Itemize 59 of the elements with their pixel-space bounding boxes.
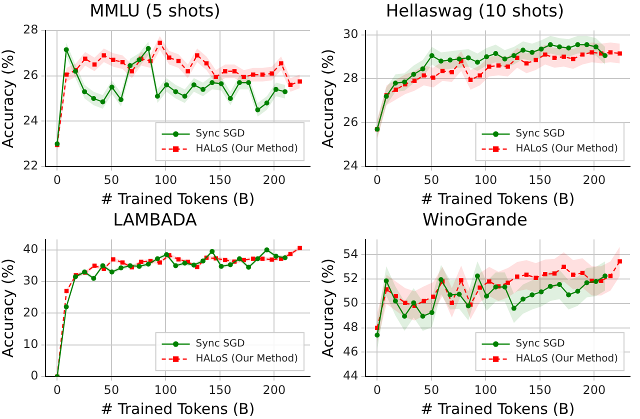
- y-tick-label: 10: [22, 337, 38, 352]
- y-axis-title: Accuracy (%): [0, 48, 17, 148]
- x-tick-label: 100: [154, 382, 178, 397]
- y-tick-label: 28: [342, 70, 358, 85]
- x-tick-label: 50: [424, 172, 440, 187]
- x-tick-label: 150: [208, 172, 232, 187]
- legend-label: HALoS (Our Method): [516, 354, 618, 365]
- y-tick-label: 46: [342, 344, 358, 358]
- x-tick-label: 0: [53, 382, 62, 397]
- legend-label: Sync SGD: [516, 128, 566, 140]
- y-tick-label: 52: [342, 271, 358, 286]
- y-tick-label: 0: [30, 368, 38, 383]
- x-tick-label: 200: [582, 382, 606, 397]
- x-tick-label: 0: [373, 382, 382, 397]
- x-tick-label: 50: [104, 382, 120, 397]
- x-tick-label: 0: [373, 172, 382, 187]
- legend-label: Sync SGD: [196, 128, 246, 140]
- y-tick-label: 20: [22, 305, 38, 320]
- x-tick-label: 100: [154, 172, 178, 187]
- x-tick-label: 200: [262, 382, 286, 397]
- y-tick-label: 28: [22, 22, 38, 37]
- x-tick-label: 50: [104, 172, 120, 187]
- y-tick-label: 44: [342, 368, 358, 383]
- legend-label: HALoS (Our Method): [516, 144, 618, 155]
- legend-label: Sync SGD: [516, 338, 566, 350]
- y-tick-label: 30: [22, 274, 38, 288]
- x-tick-label: 100: [474, 382, 498, 397]
- y-tick-label: 24: [342, 158, 358, 173]
- y-tick-label: 22: [22, 158, 38, 173]
- x-tick-label: 50: [424, 382, 440, 397]
- x-tick-label: 150: [528, 172, 552, 187]
- y-tick-label: 48: [342, 320, 358, 334]
- x-tick-label: 0: [53, 172, 62, 187]
- y-axis-title: Accuracy (%): [0, 258, 17, 358]
- x-tick-label: 200: [582, 172, 606, 187]
- x-tick-label: 100: [474, 172, 498, 187]
- x-axis-title: # Trained Tokens (B): [420, 400, 575, 418]
- y-tick-label: 50: [342, 296, 358, 310]
- chart-title: LAMBADA: [113, 210, 198, 231]
- chart-title: WinoGrande: [422, 210, 528, 231]
- y-tick-label: 26: [22, 68, 38, 82]
- y-axis-title: Accuracy (%): [318, 48, 337, 148]
- chart-title: Hellaswag (10 shots): [386, 2, 564, 22]
- x-tick-label: 150: [528, 382, 552, 397]
- y-tick-label: 54: [342, 246, 358, 261]
- x-axis-title: # Trained Tokens (B): [420, 190, 575, 208]
- x-tick-label: 200: [262, 172, 286, 187]
- y-axis-title: Accuracy (%): [318, 258, 337, 358]
- legend-label: HALoS (Our Method): [196, 354, 298, 365]
- y-tick-label: 30: [342, 26, 358, 41]
- x-axis-title: # Trained Tokens (B): [100, 400, 255, 418]
- legend-label: Sync SGD: [196, 338, 246, 350]
- x-axis-title: # Trained Tokens (B): [100, 190, 255, 208]
- x-tick-label: 150: [208, 382, 232, 397]
- chart-title: MMLU (5 shots): [90, 2, 220, 22]
- y-tick-label: 26: [342, 114, 358, 129]
- y-tick-label: 24: [22, 113, 38, 128]
- legend-label: HALoS (Our Method): [196, 144, 298, 155]
- y-tick-label: 40: [22, 242, 38, 256]
